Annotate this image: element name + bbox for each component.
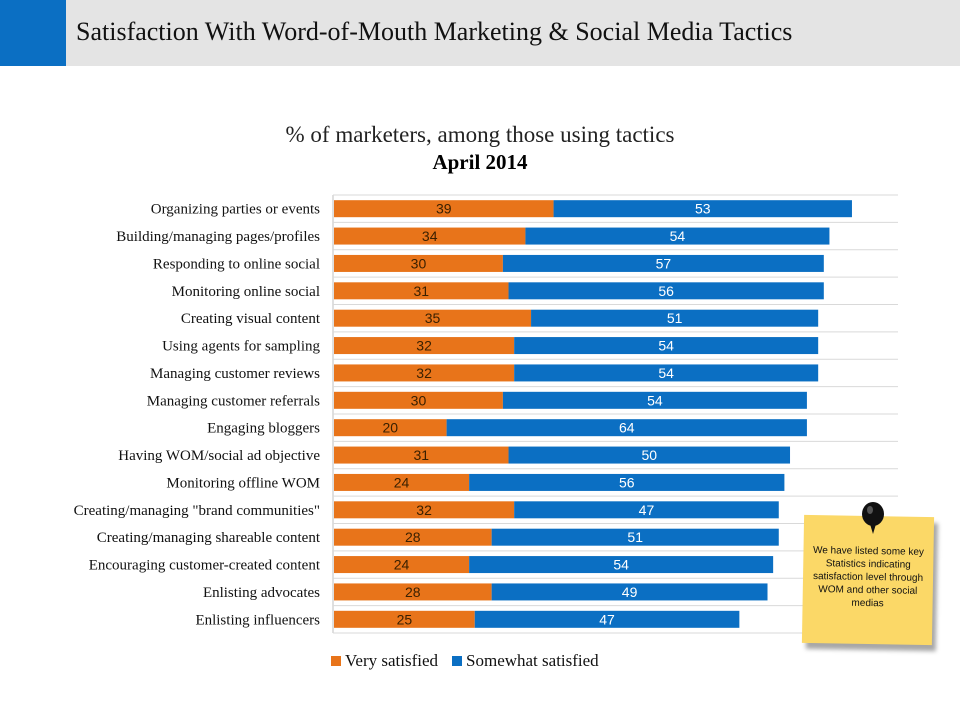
bar-somewhat-satisfied: [474, 610, 740, 628]
bar-very-satisfied: [334, 610, 475, 628]
sticky-note-text: We have listed some key Statistics indic…: [812, 545, 925, 610]
bar-very-satisfied: [334, 337, 515, 355]
slide-title: Satisfaction With Word-of-Mouth Marketin…: [76, 17, 793, 46]
value-label-very-satisfied: 24: [394, 557, 410, 573]
bar-very-satisfied: [334, 391, 503, 409]
bar-very-satisfied: [334, 227, 526, 245]
chart-subtitle: April 2014: [432, 150, 528, 174]
value-label-somewhat-satisfied: 49: [622, 584, 638, 600]
value-label-very-satisfied: 34: [422, 228, 438, 244]
value-label-very-satisfied: 32: [416, 502, 432, 518]
bar-very-satisfied: [334, 419, 447, 437]
value-label-very-satisfied: 20: [383, 420, 399, 436]
category-label: Creating/managing "brand communities": [74, 503, 320, 519]
value-label-very-satisfied: 39: [436, 201, 452, 217]
category-label: Encouraging customer-created content: [89, 558, 321, 574]
legend-swatch-somewhat-satisfied: [452, 656, 463, 666]
bar-very-satisfied: [334, 501, 515, 519]
bar-very-satisfied: [334, 282, 509, 300]
category-label: Using agents for sampling: [162, 339, 320, 355]
bar-very-satisfied: [334, 446, 509, 464]
bar-somewhat-satisfied: [514, 364, 819, 382]
category-label: Creating/managing shareable content: [97, 530, 321, 546]
category-label: Engaging bloggers: [207, 421, 320, 437]
bar-very-satisfied: [334, 364, 515, 382]
value-label-somewhat-satisfied: 64: [619, 420, 635, 436]
bar-somewhat-satisfied: [508, 282, 824, 300]
value-label-somewhat-satisfied: 56: [619, 474, 635, 490]
value-label-somewhat-satisfied: 51: [627, 529, 643, 545]
category-label: Building/managing pages/profiles: [116, 229, 320, 245]
bar-somewhat-satisfied: [446, 419, 807, 437]
category-label: Monitoring offline WOM: [166, 475, 320, 491]
sticky-note: We have listed some key Statistics indic…: [801, 514, 935, 646]
bar-very-satisfied: [334, 254, 503, 272]
value-label-very-satisfied: 31: [413, 283, 429, 299]
category-label: Managing customer reviews: [150, 366, 320, 382]
bar-somewhat-satisfied: [531, 309, 819, 327]
legend-item-somewhat-satisfied: Somewhat satisfied: [452, 651, 599, 671]
bar-very-satisfied: [334, 200, 554, 218]
category-label: Enlisting advocates: [203, 585, 320, 601]
value-label-somewhat-satisfied: 51: [667, 310, 683, 326]
header-accent-block: [0, 0, 66, 66]
pushpin-icon: [862, 502, 884, 534]
header-bar: [0, 0, 960, 66]
value-label-somewhat-satisfied: 54: [670, 228, 686, 244]
value-label-somewhat-satisfied: 54: [613, 557, 629, 573]
value-label-very-satisfied: 30: [411, 392, 427, 408]
bar-very-satisfied: [334, 528, 492, 546]
bar-somewhat-satisfied: [469, 556, 774, 574]
legend-item-very-satisfied: Very satisfied: [331, 651, 438, 671]
value-label-very-satisfied: 32: [416, 365, 432, 381]
bar-somewhat-satisfied: [525, 227, 830, 245]
chart-title: % of marketers, among those using tactic…: [285, 122, 675, 147]
value-label-very-satisfied: 28: [405, 529, 421, 545]
value-label-somewhat-satisfied: 54: [647, 392, 663, 408]
category-label: Managing customer referrals: [147, 393, 320, 409]
category-label: Having WOM/social ad objective: [118, 448, 320, 464]
category-label: Responding to online social: [153, 256, 320, 272]
value-label-very-satisfied: 32: [416, 338, 432, 354]
category-label: Enlisting influencers: [195, 612, 320, 628]
bar-very-satisfied: [334, 583, 492, 601]
legend-label-somewhat-satisfied: Somewhat satisfied: [466, 651, 599, 670]
legend-swatch-very-satisfied: [331, 656, 341, 666]
bar-very-satisfied: [334, 556, 470, 574]
category-label: Organizing parties or events: [151, 202, 320, 218]
value-label-very-satisfied: 35: [425, 310, 441, 326]
value-label-very-satisfied: 24: [394, 474, 410, 490]
category-labels: Organizing parties or events Building/man…: [74, 202, 321, 629]
bars: 39 53 34 54 30 57 31 56 35 51 32 54 32 54 30 54 20 64 31 50…: [334, 200, 852, 628]
legend-label-very-satisfied: Very satisfied: [345, 651, 439, 670]
bar-very-satisfied: [334, 309, 532, 327]
value-label-somewhat-satisfied: 50: [641, 447, 657, 463]
legend: Very satisfied Somewhat satisfied: [331, 651, 613, 671]
value-label-somewhat-satisfied: 54: [658, 365, 674, 381]
bar-very-satisfied: [334, 473, 470, 491]
value-label-very-satisfied: 28: [405, 584, 421, 600]
bar-somewhat-satisfied: [514, 501, 779, 519]
bar-somewhat-satisfied: [508, 446, 791, 464]
category-label: Creating visual content: [181, 311, 321, 327]
bar-somewhat-satisfied: [502, 254, 824, 272]
value-label-somewhat-satisfied: 56: [658, 283, 674, 299]
bar-somewhat-satisfied: [491, 528, 779, 546]
value-label-very-satisfied: 25: [397, 611, 413, 627]
bar-somewhat-satisfied: [502, 391, 807, 409]
value-label-very-satisfied: 31: [413, 447, 429, 463]
bar-somewhat-satisfied: [469, 473, 785, 491]
value-label-somewhat-satisfied: 53: [695, 201, 711, 217]
value-label-somewhat-satisfied: 57: [656, 255, 672, 271]
bar-somewhat-satisfied: [514, 337, 819, 355]
value-label-somewhat-satisfied: 54: [658, 338, 674, 354]
value-label-somewhat-satisfied: 47: [599, 611, 615, 627]
category-label: Monitoring online social: [172, 284, 320, 300]
bar-somewhat-satisfied: [553, 200, 852, 218]
bar-somewhat-satisfied: [491, 583, 768, 601]
value-label-somewhat-satisfied: 47: [639, 502, 655, 518]
value-label-very-satisfied: 30: [411, 255, 427, 271]
